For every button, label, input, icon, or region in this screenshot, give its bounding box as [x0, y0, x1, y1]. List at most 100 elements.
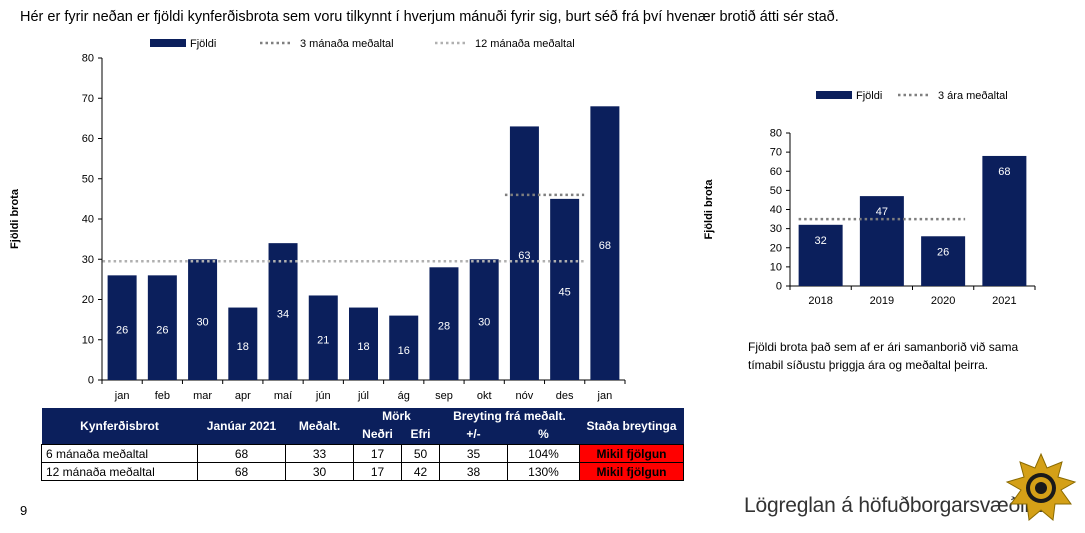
bar — [982, 155, 1027, 286]
yearly-chart-caption: Fjöldi brota það sem af er ári samanbori… — [748, 340, 1019, 372]
page-description: Hér er fyrir neðan er fjöldi kynferðisbr… — [20, 9, 839, 25]
col-limits: Mörk — [353, 408, 440, 425]
row-lower: 17 — [353, 444, 402, 463]
row-change: 38 — [439, 462, 508, 481]
col-category: Kynferðisbrot — [41, 408, 198, 445]
bar — [228, 307, 258, 380]
x-tick-label: mar — [193, 390, 212, 402]
row-label: 12 mánaða meðaltal — [41, 462, 198, 481]
legend-swatch — [816, 91, 852, 99]
y-tick-label: 20 — [770, 242, 782, 254]
x-tick-label: 2018 — [808, 295, 832, 307]
bar — [268, 243, 298, 380]
y-tick-label: 20 — [82, 294, 94, 306]
y-tick-label: 0 — [88, 375, 94, 387]
y-tick-label: 10 — [82, 334, 94, 346]
stats-table: Kynferðisbrot Janúar 2021 Meðalt. Mörk B… — [41, 408, 684, 481]
bar — [188, 259, 218, 380]
bar — [469, 259, 499, 380]
data-label: 47 — [876, 206, 888, 218]
bar — [107, 275, 137, 380]
x-tick-label: nóv — [516, 390, 534, 402]
col-period: Janúar 2021 — [197, 408, 286, 445]
y-tick-label: 30 — [770, 223, 782, 235]
status-badge: Mikil fjölgun — [579, 444, 684, 463]
table-row: 12 mánaða meðaltal 68 30 17 42 38 130% M… — [41, 462, 684, 481]
y-axis-label: Fjöldi brota — [703, 179, 715, 240]
y-tick-label: 30 — [82, 254, 94, 266]
bar — [550, 198, 580, 380]
x-tick-label: apr — [235, 390, 251, 402]
x-tick-label: sep — [435, 390, 453, 402]
yearly-bar-chart: 0 10 20 30 40 50 60 70 80 Fjöldi brota 32 2018 47 201… — [703, 90, 1036, 307]
y-tick-label: 0 — [776, 281, 782, 293]
status-badge: Mikil fjölgun — [579, 462, 684, 481]
legend-swatch — [150, 39, 186, 47]
data-label: 68 — [998, 166, 1010, 178]
bar — [429, 267, 459, 380]
col-status: Staða breytinga — [579, 408, 684, 445]
row-average: 30 — [285, 462, 354, 481]
row-upper: 50 — [401, 444, 440, 463]
bar — [590, 106, 620, 381]
data-label: 30 — [478, 317, 490, 329]
y-tick-label: 80 — [770, 128, 782, 140]
organization-name: Lögreglan á höfuðborgarsvæðinu — [744, 494, 1048, 517]
y-tick-label: 50 — [82, 173, 94, 185]
data-label: 68 — [599, 240, 611, 252]
col-average: Meðalt. — [285, 408, 354, 445]
row-upper: 42 — [401, 462, 440, 481]
data-label: 34 — [277, 309, 289, 321]
y-tick-label: 70 — [770, 147, 782, 159]
y-tick-label: 70 — [82, 93, 94, 105]
data-label: 18 — [237, 341, 249, 353]
col-change: Breyting frá meðalt. — [439, 408, 580, 425]
row-percent: 130% — [507, 462, 580, 481]
x-tick-label: ág — [398, 390, 410, 402]
x-tick-label: des — [556, 390, 574, 402]
page-number: 9 — [20, 503, 28, 518]
row-change: 35 — [439, 444, 508, 463]
x-tick-label: maí — [274, 390, 292, 402]
data-label: 28 — [438, 321, 450, 333]
bar — [798, 224, 843, 286]
x-tick-label: júl — [357, 390, 369, 402]
x-tick-label: 2019 — [870, 295, 894, 307]
bar — [308, 295, 338, 380]
col-upper: Efri — [401, 424, 440, 445]
data-label: 26 — [156, 325, 168, 337]
y-tick-label: 60 — [770, 166, 782, 178]
row-percent: 104% — [507, 444, 580, 463]
y-tick-label: 60 — [82, 133, 94, 145]
y-tick-label: 10 — [770, 261, 782, 273]
row-value: 68 — [197, 462, 286, 481]
x-tick-label: jún — [315, 390, 331, 402]
data-label: 45 — [559, 286, 571, 298]
data-label: 63 — [518, 250, 530, 262]
bar — [147, 275, 177, 380]
y-tick-label: 40 — [770, 204, 782, 216]
bar — [389, 315, 419, 380]
bar — [859, 196, 904, 286]
data-label: 21 — [317, 335, 329, 347]
data-label: 16 — [398, 345, 410, 357]
y-tick-label: 50 — [770, 185, 782, 197]
bar — [509, 126, 539, 380]
bar — [921, 236, 966, 286]
table-row: 6 mánaða meðaltal 68 33 17 50 35 104% Mi… — [41, 444, 684, 463]
y-tick-label: 80 — [82, 53, 94, 65]
row-label: 6 mánaða meðaltal — [41, 444, 198, 463]
data-label: 30 — [196, 317, 208, 329]
y-tick-label: 40 — [82, 214, 94, 226]
legend-label: Fjöldi — [856, 90, 882, 102]
x-tick-label: jan — [597, 390, 613, 402]
x-tick-label: jan — [114, 390, 130, 402]
monthly-bar-chart: 0 10 20 30 40 50 60 70 80 Fjöldi brota 26 jan 26 feb 3… — [9, 38, 626, 402]
y-axis-label: Fjöldi brota — [9, 188, 21, 249]
legend-label: 3 ára meðaltal — [938, 90, 1008, 102]
data-label: 26 — [937, 246, 949, 258]
x-tick-label: 2021 — [992, 295, 1016, 307]
x-tick-label: okt — [477, 390, 492, 402]
col-plusminus: +/- — [439, 424, 508, 445]
row-lower: 17 — [353, 462, 402, 481]
